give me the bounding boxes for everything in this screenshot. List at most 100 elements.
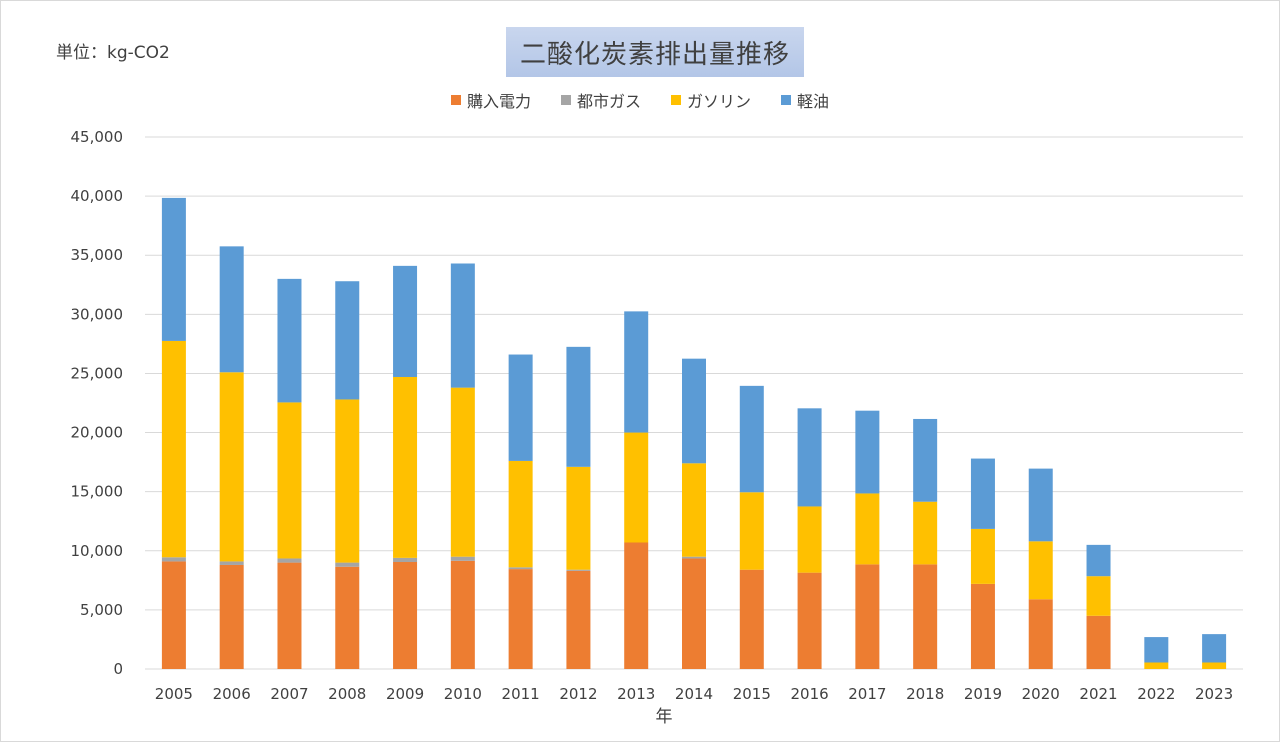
bar-segment (335, 399, 360, 563)
legend-swatch-electricity (450, 95, 461, 105)
bar-segment (277, 558, 302, 563)
bar-segment (335, 566, 360, 669)
bar-segment (566, 570, 591, 669)
bar-segment (508, 567, 533, 570)
x-axis-ticks: 2005 2006 2007 2008 2009 2010 2011 2012 2013 2014… (155, 685, 1233, 703)
bars (161, 197, 1227, 669)
y-tick-label: 20,000 (71, 424, 124, 442)
bar-segment (277, 562, 302, 669)
bar-segment (161, 557, 186, 562)
unit-label: 単位：kg-CO2 (56, 43, 170, 63)
y-tick-label: 5,000 (80, 601, 123, 619)
bar-segment (739, 492, 764, 570)
bar-segment (739, 569, 764, 669)
bar-segment (1144, 662, 1169, 669)
x-tick-label: 2020 (1022, 685, 1060, 703)
bar-segment (1202, 662, 1227, 669)
bar-segment (1202, 634, 1227, 663)
bar-segment (1086, 576, 1111, 616)
bar-segment (624, 432, 649, 543)
bar-segment (335, 562, 360, 567)
chart-title: 二酸化炭素排出量推移 (519, 39, 790, 70)
bar-segment (219, 372, 244, 562)
bar-segment (393, 562, 418, 669)
chart-title-box: 二酸化炭素排出量推移 (506, 27, 804, 77)
legend-label-electricity: 購入電力 (466, 92, 531, 111)
legend-label-gasoline: ガソリン (687, 92, 752, 111)
y-tick-label: 10,000 (71, 542, 124, 560)
bar-segment (624, 542, 649, 669)
x-tick-label: 2013 (617, 685, 655, 703)
bar-segment (566, 466, 591, 570)
x-tick-label: 2019 (964, 685, 1002, 703)
x-tick-label: 2017 (848, 685, 886, 703)
bar-segment (970, 583, 995, 669)
x-tick-label: 2006 (213, 685, 251, 703)
bar-segment (450, 556, 475, 561)
bar-segment (335, 281, 360, 400)
legend-item-diesel: 軽油 (781, 88, 829, 112)
bar-segment (1086, 544, 1111, 577)
y-tick-label: 45,000 (71, 128, 124, 146)
legend-item-city-gas: 都市ガス (560, 88, 641, 112)
legend-swatch-city-gas (560, 95, 571, 105)
bar-segment (450, 560, 475, 669)
bar-segment (913, 564, 938, 669)
bar-segment (393, 557, 418, 563)
x-tick-label: 2005 (155, 685, 193, 703)
bar-segment (624, 311, 649, 433)
x-tick-label: 2011 (502, 685, 540, 703)
x-tick-label: 2007 (270, 685, 308, 703)
bar-segment (393, 265, 418, 377)
bar-segment (797, 572, 822, 669)
bar-segment (855, 410, 880, 494)
x-tick-label: 2023 (1195, 685, 1233, 703)
bar-segment (682, 358, 706, 464)
bar-segment (277, 402, 302, 559)
legend: 購入電力 都市ガス ガソリン 軽油 (0, 88, 1280, 112)
bar-segment (682, 558, 706, 669)
y-tick-label: 0 (113, 660, 123, 678)
x-tick-label: 2014 (675, 685, 713, 703)
x-tick-label: 2015 (733, 685, 771, 703)
bar-segment (161, 197, 186, 341)
y-tick-label: 40,000 (71, 187, 124, 205)
y-tick-label: 15,000 (71, 483, 124, 501)
bar-segment (682, 556, 706, 559)
bar-segment (277, 278, 302, 403)
bar-segment (508, 354, 533, 461)
x-tick-label: 2016 (790, 685, 828, 703)
x-tick-label: 2012 (559, 685, 597, 703)
x-axis-label: 年 (656, 707, 673, 727)
x-tick-label: 2021 (1079, 685, 1117, 703)
legend-item-electricity: 購入電力 (450, 88, 531, 112)
bar-segment (1028, 541, 1053, 600)
legend-label-city-gas: 都市ガス (576, 92, 641, 111)
bar-segment (1086, 615, 1111, 669)
y-tick-label: 35,000 (71, 246, 124, 264)
bar-segment (566, 569, 591, 571)
legend-swatch-gasoline (671, 95, 681, 105)
bar-segment (508, 460, 533, 568)
bar-segment (1144, 637, 1169, 663)
legend-label-diesel: 軽油 (797, 92, 830, 111)
bar-segment (161, 561, 186, 669)
bar-segment (913, 501, 938, 565)
legend-item-gasoline: ガソリン (671, 88, 751, 112)
bar-segment (450, 387, 475, 557)
x-tick-label: 2008 (328, 685, 366, 703)
bar-segment (219, 561, 244, 565)
bar-segment (739, 385, 764, 493)
y-axis-ticks: 0 5,000 10,000 15,000 20,000 25,000 30,000 35,0… (71, 128, 124, 678)
bar-segment (393, 376, 418, 558)
x-tick-label: 2022 (1137, 685, 1175, 703)
bar-segment (855, 493, 880, 565)
bar-segment (855, 564, 880, 669)
x-tick-label: 2010 (444, 685, 482, 703)
bar-segment (219, 246, 244, 373)
legend-swatch-diesel (781, 95, 792, 105)
bar-segment (970, 528, 995, 584)
bar-segment (970, 458, 995, 529)
bar-segment (508, 569, 533, 669)
